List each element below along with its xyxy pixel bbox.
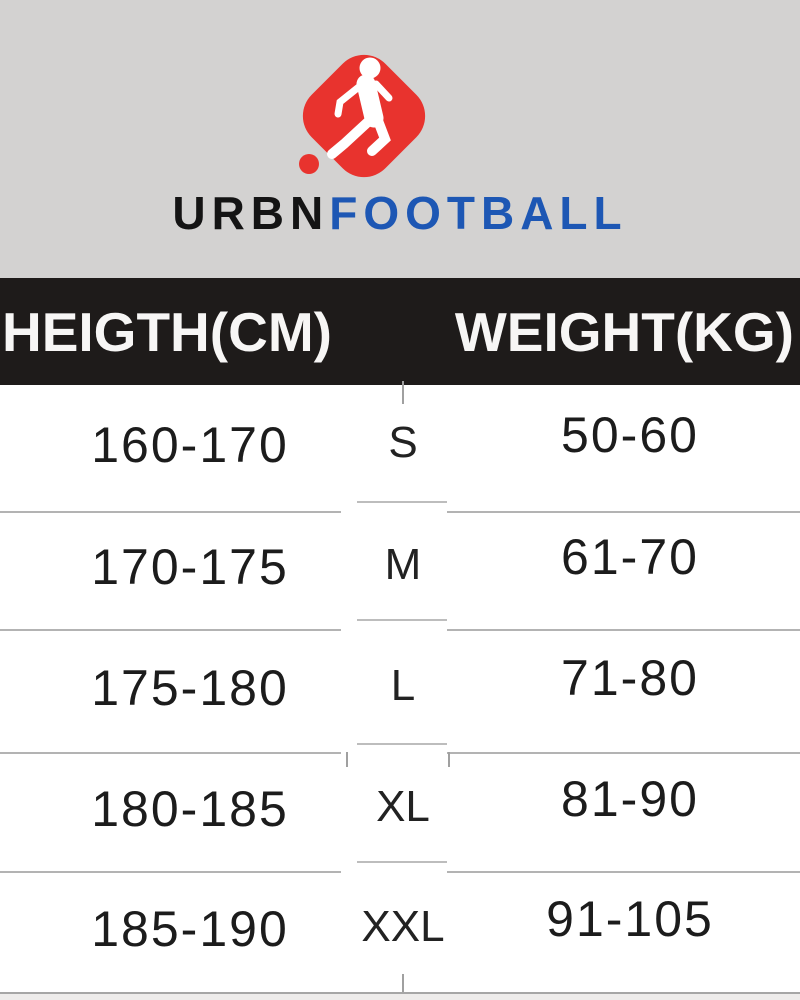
row-divider [0, 629, 341, 631]
table-row: 185-190 XXL 91-105 [0, 872, 800, 993]
brand-name-football: FOOTBALL [329, 187, 628, 239]
size-cell: XL [376, 781, 430, 831]
brand-name-urbn: URBN [172, 187, 330, 239]
size-chart-header: HEIGTH(CM) WEIGHT(KG) [0, 278, 800, 385]
height-cell: 170-175 [91, 539, 289, 595]
row-divider-notch [357, 743, 447, 745]
ball-icon [299, 154, 319, 174]
weight-cell: 91-105 [546, 890, 714, 947]
height-cell: 160-170 [91, 416, 289, 473]
height-cell: 175-180 [91, 659, 289, 716]
row-divider [0, 752, 341, 754]
header-weight-label: WEIGHT(KG) [454, 300, 794, 363]
brand-section: URBNFOOTBALL [0, 0, 800, 278]
table-row: 180-185 XL 81-90 [0, 753, 800, 872]
weight-cell: 50-60 [561, 406, 699, 463]
bottom-border [0, 992, 800, 994]
brand-name: URBNFOOTBALL [0, 190, 800, 236]
table-row: 175-180 L 71-80 [0, 630, 800, 753]
weight-cell: 71-80 [561, 649, 699, 706]
bottom-strip [0, 994, 800, 1000]
table-row: 170-175 M 61-70 [0, 512, 800, 630]
row-divider [447, 871, 800, 873]
column-divider-tick [346, 752, 348, 767]
row-divider-notch [357, 501, 447, 503]
table-row: 160-170 S 50-60 [0, 385, 800, 512]
height-cell: 180-185 [91, 780, 289, 837]
row-divider [447, 629, 800, 631]
soccer-player-logo-icon [299, 54, 426, 178]
weight-cell: 81-90 [561, 770, 699, 827]
size-cell: S [388, 417, 418, 467]
row-divider-notch [357, 619, 447, 621]
row-divider [0, 871, 341, 873]
size-cell: L [390, 660, 416, 710]
size-cell: M [384, 540, 422, 589]
height-cell: 185-190 [91, 900, 289, 957]
column-divider-tick [448, 752, 450, 767]
column-divider-tick [402, 974, 404, 993]
row-divider [0, 511, 341, 513]
size-cell: XXL [361, 901, 445, 951]
weight-cell: 61-70 [561, 529, 699, 585]
row-divider [447, 511, 800, 513]
column-divider-tick [402, 381, 404, 404]
row-divider-notch [357, 861, 447, 863]
header-height-label: HEIGTH(CM) [2, 300, 332, 363]
row-divider [447, 752, 800, 754]
